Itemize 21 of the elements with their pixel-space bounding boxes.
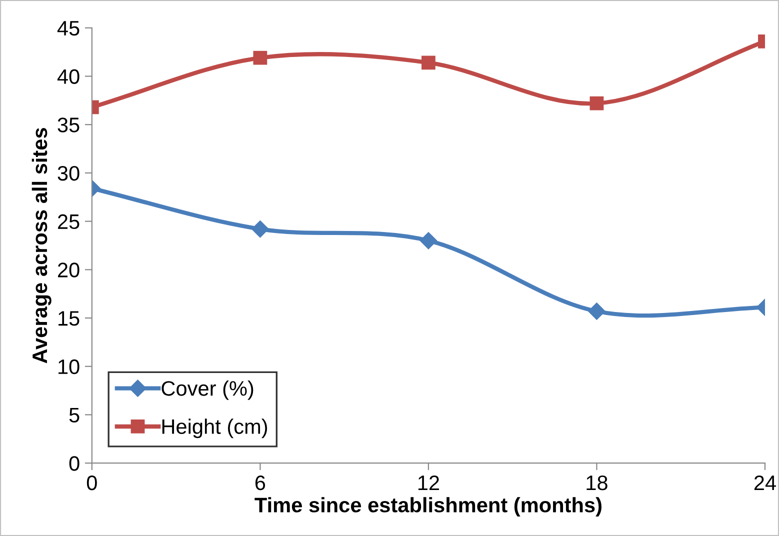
y-tick-label: 20	[58, 262, 80, 278]
y-tick-label: 30	[58, 166, 80, 181]
x-tick-label: 6	[255, 475, 266, 490]
x-axis-title: Time since establishment (months)	[254, 497, 602, 517]
y-tick-label: 35	[58, 118, 80, 132]
y-tick-label: 40	[57, 69, 80, 84]
legend-label: Cover (%)	[162, 380, 254, 400]
point	[422, 56, 436, 70]
point	[420, 232, 437, 250]
y-tick-label: 25	[58, 214, 80, 230]
y-tick-label: 5	[69, 408, 80, 422]
x-tick-label: 24	[754, 475, 776, 490]
y-tick-label: 10	[58, 359, 80, 374]
y-axis-title: Average across all sites	[32, 128, 52, 364]
legend-label: Height (cm)	[162, 418, 268, 438]
y-tick-label: 45	[57, 21, 80, 36]
y-tick-label: 15	[58, 311, 80, 326]
x-tick-label: 18	[586, 475, 608, 490]
x-tick-label: 0	[86, 475, 97, 490]
x-tick-label: 12	[418, 475, 439, 490]
y-tick-label: 0	[69, 456, 80, 471]
